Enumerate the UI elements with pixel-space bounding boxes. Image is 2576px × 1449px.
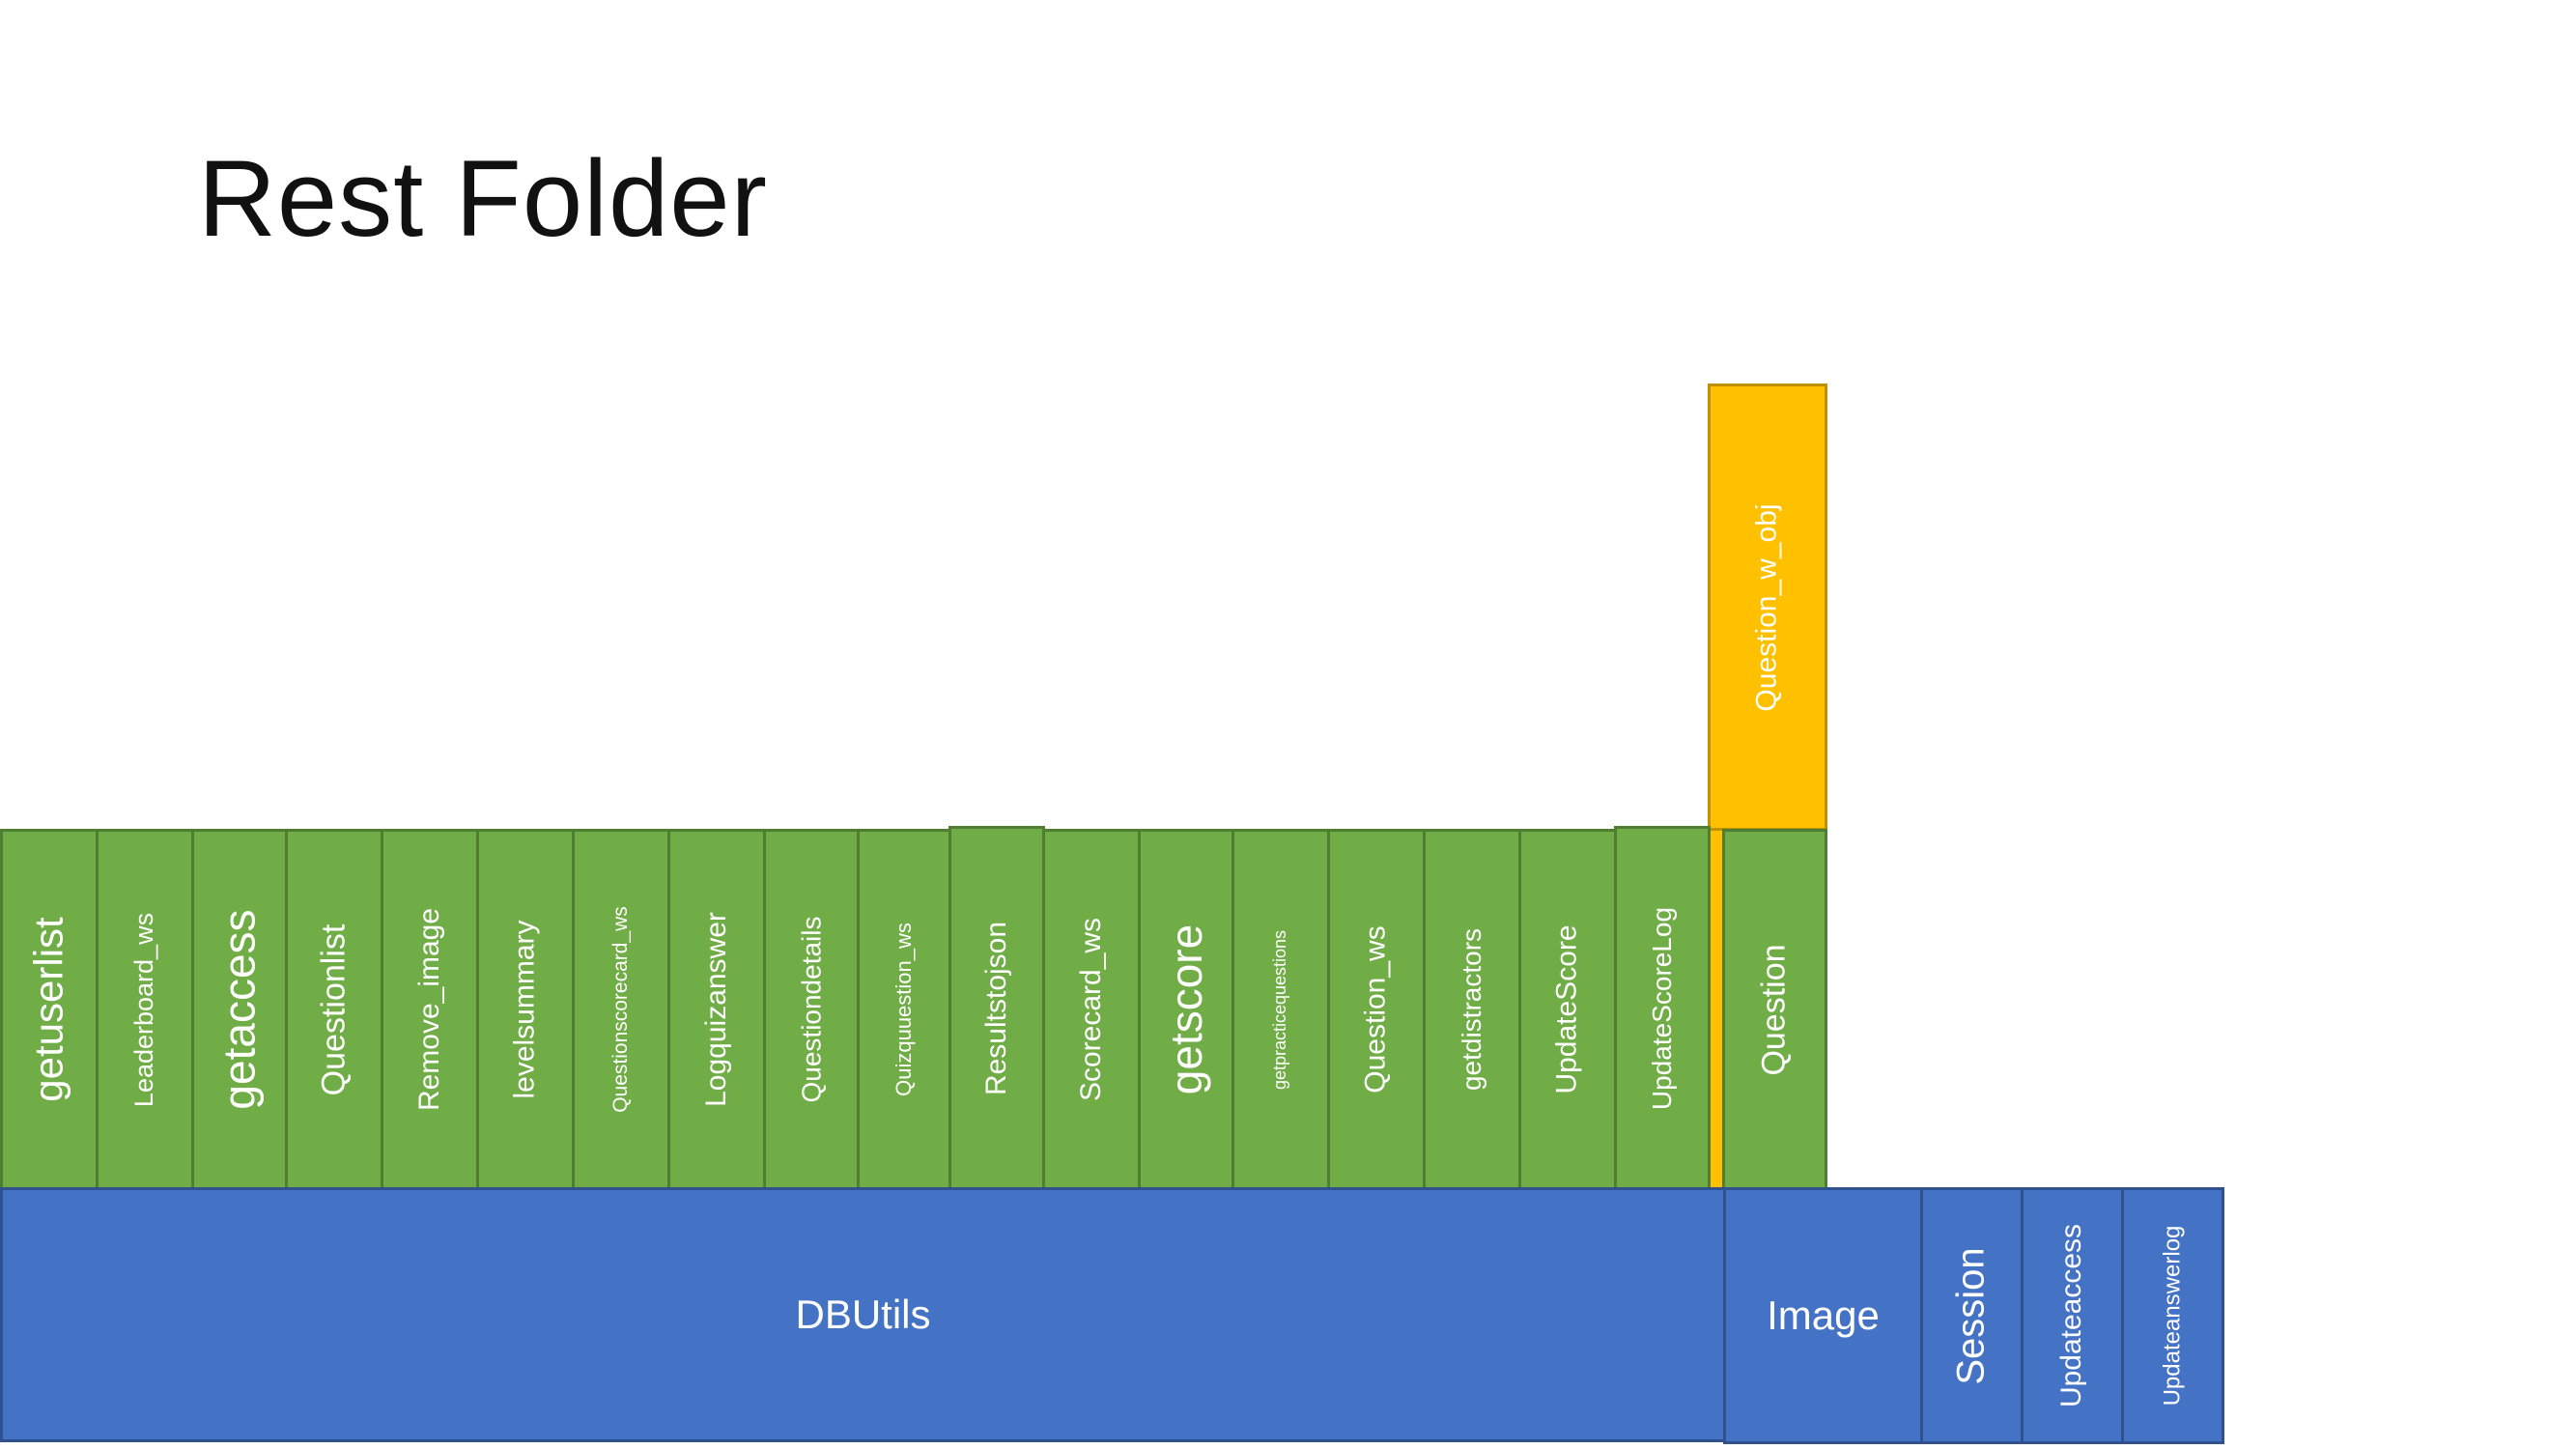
module-questionscorecard-ws: Questionscorecard_ws: [572, 829, 670, 1190]
module-questiondetails: Questiondetails: [763, 829, 860, 1190]
module-logquizanswer: Logquizanswer: [667, 829, 766, 1190]
module-updateanswerlog: Updateanswerlog: [2121, 1187, 2224, 1444]
question-w-obj-label: Question_w_obj: [1751, 502, 1783, 712]
module-getpracticequestions: getpracticequestions: [1231, 829, 1330, 1190]
module-getuserlist: getuserlist: [0, 829, 99, 1190]
module-updatescore: UpdateScore: [1518, 829, 1617, 1190]
module-leaderboard-ws: Leaderboard_ws: [96, 829, 194, 1190]
module-remove-image: Remove_image: [381, 829, 479, 1190]
module-resultstojson: Resultstojson: [948, 826, 1045, 1190]
page-title: Rest Folder: [198, 138, 768, 259]
module-scorecard-ws: Scorecard_ws: [1042, 829, 1141, 1190]
module-getscore: getscore: [1138, 829, 1234, 1190]
module-session: Session: [1920, 1187, 2024, 1444]
question-w-obj-block: Question_w_obj: [1708, 384, 1827, 831]
module-question: Question: [1722, 829, 1827, 1190]
module-updatescorelog: UpdateScoreLog: [1614, 826, 1711, 1190]
module-dbutils: DBUtils: [0, 1187, 1726, 1442]
module-getdistractors: getdistractors: [1423, 829, 1521, 1190]
module-levelsummary: levelsummary: [476, 829, 575, 1190]
module-image: Image: [1723, 1187, 1923, 1444]
module-questionlist: Questionlist: [285, 829, 383, 1190]
module-updateaccess: Updateaccess: [2021, 1187, 2124, 1444]
module-question-ws: Question_ws: [1327, 829, 1426, 1190]
module-quizquuestion-ws: Quizquuestion_ws: [857, 829, 951, 1190]
module-getaccess: getaccess: [191, 829, 288, 1190]
